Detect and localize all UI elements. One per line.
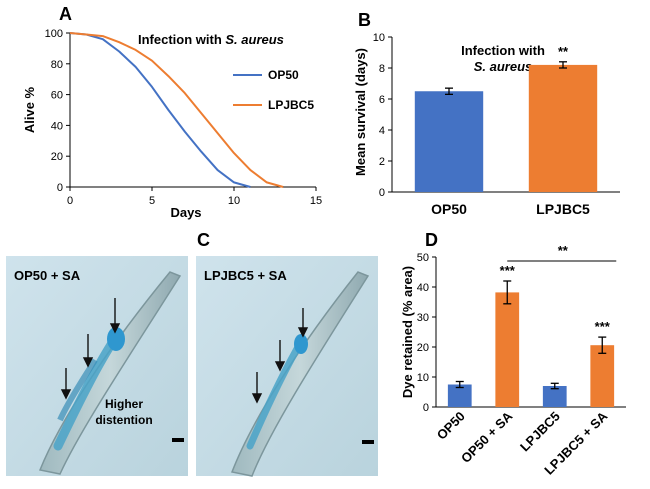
category-label: OP50: [434, 409, 468, 443]
chart-a-xtick-label: 0: [67, 195, 73, 207]
ytick-label: 30: [417, 312, 429, 324]
significance-annotation: ***: [500, 263, 516, 278]
category-label: OP50 + SA: [458, 408, 516, 466]
chart-a-ylabel: Alive %: [22, 86, 37, 133]
ytick-label: 0: [379, 187, 385, 199]
bar-op50: [447, 384, 472, 407]
chart-a-ytick-label: 80: [51, 59, 63, 71]
micrograph-panel: OP50 + SA Higher distention LPJBC5 + SA: [6, 256, 378, 477]
significance-annotation: ***: [595, 319, 611, 334]
significance-annotation: **: [558, 44, 569, 59]
chart-a-title: Infection with S. aureus: [138, 32, 284, 47]
panel-label-d: D: [425, 230, 438, 250]
chart-b-title-line2: S. aureus: [474, 59, 533, 74]
series-line-lpjbc5: [69, 32, 284, 188]
ytick-label: 4: [379, 125, 385, 137]
bar-lpjbc5-sa: [590, 345, 615, 407]
ytick-label: 6: [379, 94, 385, 106]
ytick-label: 2: [379, 156, 385, 168]
bar-op50: [414, 91, 484, 192]
chart-a-xtick-label: 5: [149, 195, 155, 207]
mean-survival-bar-chart: Infection with S. aureus Mean survival (…: [353, 32, 620, 217]
micrograph-lpjbc5-sa: LPJBC5 + SA: [196, 256, 378, 477]
panel-label-a: A: [59, 4, 72, 24]
ytick-label: 0: [423, 402, 429, 414]
ytick-label: 10: [417, 372, 429, 384]
ytick-label: 40: [417, 282, 429, 294]
category-label: LPJBC5: [517, 409, 563, 455]
bar-lpjbc5: [542, 386, 567, 407]
chart-a-xtick-label: 15: [310, 195, 322, 207]
chart-a-xtick-label: 10: [228, 195, 240, 207]
bar-lpjbc5: [528, 64, 598, 192]
chart-b-ylabel: Mean survival (days): [353, 48, 368, 176]
chart-d-ylabel: Dye retained (% area): [400, 266, 415, 398]
legend-label-lpjbc5: LPJBC5: [268, 98, 314, 112]
bracket-annotation: **: [558, 243, 569, 258]
micrograph-op50-sa: OP50 + SA Higher distention: [6, 256, 188, 476]
legend-label-op50: OP50: [268, 68, 299, 82]
dye-retention-bar-chart: Dye retained (% area) 01020304050OP50***…: [400, 243, 626, 478]
chart-a-ytick-label: 100: [45, 28, 63, 40]
chart-a-ytick-label: 40: [51, 120, 63, 132]
series-line-op50: [69, 32, 251, 188]
chart-a-ytick-label: 0: [57, 182, 63, 194]
chart-a-ytick-label: 20: [51, 151, 63, 163]
survival-line-chart: Infection with S. aureus Days Alive % 0 2…: [22, 28, 322, 220]
bar-op50-sa: [495, 292, 520, 407]
ytick-label: 8: [379, 63, 385, 75]
chart-b-title-line1: Infection with: [461, 43, 545, 58]
ytick-label: 20: [417, 342, 429, 354]
distention-label-line1: Higher: [105, 397, 143, 411]
ytick-label: 50: [417, 252, 429, 264]
distention-label-line2: distention: [95, 413, 152, 427]
micrograph-right-label: LPJBC5 + SA: [204, 268, 287, 283]
panel-label-b: B: [358, 10, 371, 30]
category-label: OP50: [431, 201, 467, 217]
ytick-label: 10: [373, 32, 385, 44]
chart-a-xlabel: Days: [170, 205, 201, 220]
panel-label-c: C: [197, 230, 210, 250]
category-label: LPJBC5: [536, 201, 590, 217]
chart-a-ytick-label: 60: [51, 90, 63, 102]
micrograph-left-label: OP50 + SA: [14, 268, 81, 283]
